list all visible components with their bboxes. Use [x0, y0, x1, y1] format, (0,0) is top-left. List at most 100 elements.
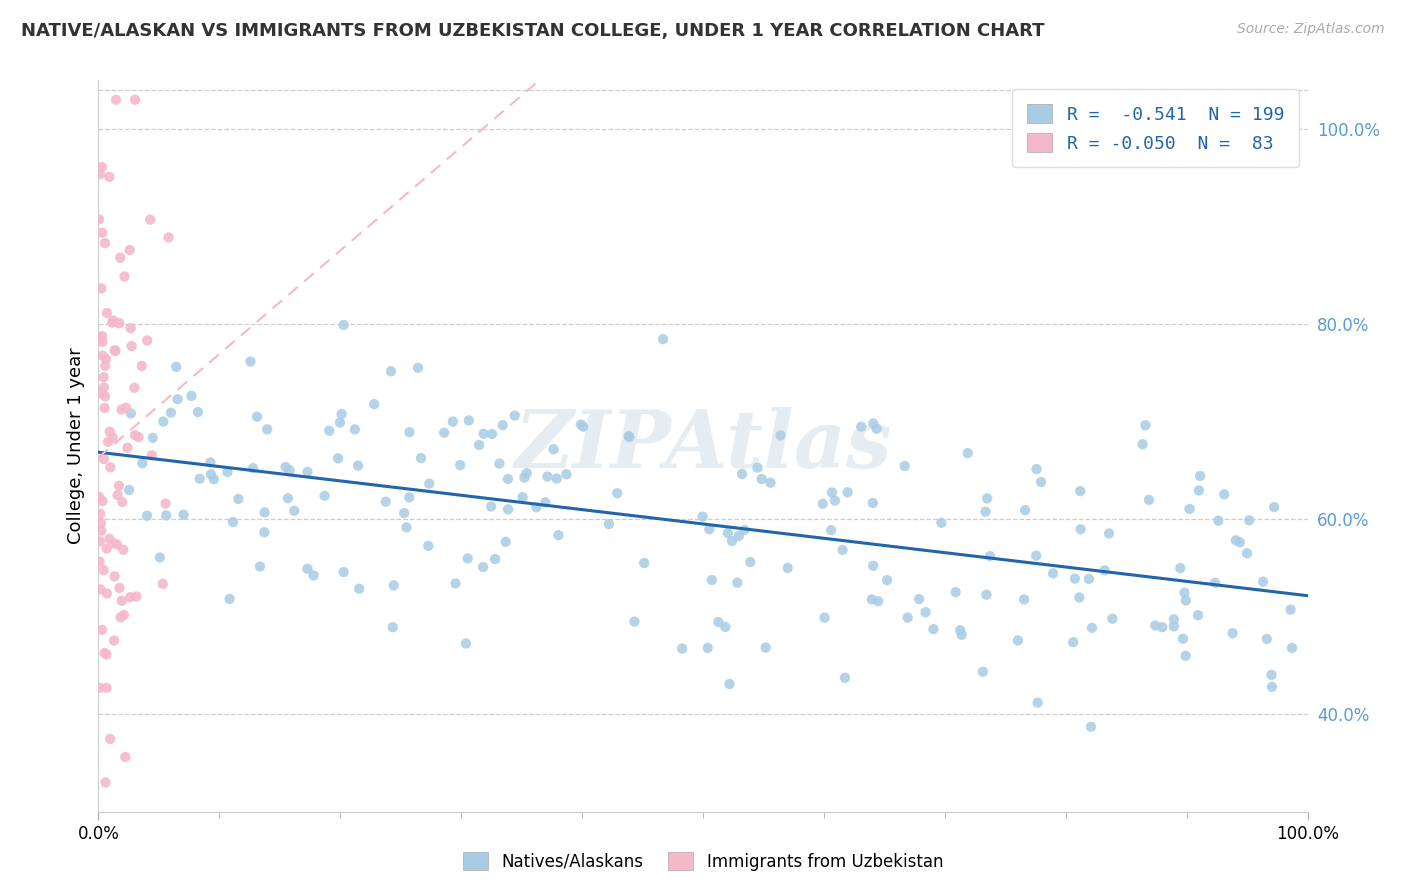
Point — [91, 226, 114, 240]
Point — [343, 422, 366, 436]
Point — [1094, 563, 1116, 577]
Point — [1062, 635, 1084, 649]
Point — [90, 160, 112, 174]
Point — [409, 451, 432, 466]
Point — [89, 681, 111, 695]
Point — [914, 605, 936, 619]
Point — [253, 505, 276, 519]
Point — [1029, 475, 1052, 489]
Point — [103, 313, 125, 327]
Point — [457, 551, 479, 566]
Point — [111, 495, 134, 509]
Point — [398, 491, 420, 505]
Point — [283, 504, 305, 518]
Point — [454, 636, 477, 650]
Point — [1260, 668, 1282, 682]
Point — [90, 281, 112, 295]
Point — [103, 569, 125, 583]
Point — [96, 681, 118, 695]
Point — [1081, 621, 1104, 635]
Point — [1174, 648, 1197, 663]
Point — [332, 318, 354, 332]
Point — [100, 460, 122, 475]
Point — [98, 425, 121, 439]
Point — [124, 381, 146, 395]
Point — [89, 507, 111, 521]
Point — [115, 401, 138, 415]
Point — [949, 624, 972, 638]
Point — [101, 431, 124, 445]
Point — [479, 500, 502, 514]
Point — [382, 578, 405, 592]
Point — [1077, 572, 1099, 586]
Point — [103, 536, 125, 550]
Point — [728, 529, 751, 543]
Point — [717, 526, 740, 541]
Point — [96, 306, 118, 320]
Point — [89, 167, 111, 181]
Point — [91, 329, 114, 343]
Point — [908, 592, 931, 607]
Point — [1152, 620, 1174, 634]
Point — [93, 380, 115, 394]
Point — [747, 460, 769, 475]
Point — [93, 646, 115, 660]
Point — [1263, 500, 1285, 514]
Point — [149, 550, 172, 565]
Point — [121, 339, 143, 353]
Point — [395, 520, 418, 534]
Point — [979, 549, 1001, 563]
Point — [392, 506, 415, 520]
Point — [155, 508, 177, 523]
Point — [472, 426, 495, 441]
Point — [931, 516, 953, 530]
Point — [180, 389, 202, 403]
Point — [441, 415, 464, 429]
Point — [725, 575, 748, 590]
Point — [278, 463, 301, 477]
Point — [1163, 619, 1185, 633]
Point — [118, 243, 141, 257]
Point — [731, 467, 754, 481]
Point — [472, 560, 495, 574]
Point — [124, 93, 146, 107]
Text: ZIPAtlas: ZIPAtlas — [515, 408, 891, 484]
Point — [633, 556, 655, 570]
Point — [187, 405, 209, 419]
Point — [87, 212, 110, 227]
Point — [769, 428, 792, 442]
Point — [617, 429, 640, 443]
Point — [733, 523, 755, 537]
Point — [108, 479, 131, 493]
Point — [1213, 487, 1236, 501]
Point — [96, 586, 118, 600]
Point — [347, 458, 370, 473]
Text: Source: ZipAtlas.com: Source: ZipAtlas.com — [1237, 22, 1385, 37]
Point — [831, 542, 853, 557]
Point — [332, 565, 354, 579]
Point — [945, 585, 967, 599]
Point — [707, 615, 730, 629]
Point — [139, 212, 162, 227]
Point — [94, 359, 117, 373]
Point — [876, 573, 898, 587]
Point — [256, 422, 278, 436]
Point — [1229, 535, 1251, 549]
Point — [274, 459, 297, 474]
Point — [202, 472, 225, 486]
Point — [118, 483, 141, 497]
Point — [1174, 593, 1197, 607]
Point — [107, 488, 129, 502]
Point — [1101, 612, 1123, 626]
Point — [93, 401, 115, 415]
Point — [547, 528, 569, 542]
Point — [200, 467, 222, 482]
Point — [91, 494, 114, 508]
Point — [160, 406, 183, 420]
Point — [253, 525, 276, 540]
Point — [302, 568, 325, 582]
Point — [105, 537, 128, 551]
Point — [1237, 513, 1260, 527]
Point — [512, 490, 534, 504]
Point — [488, 457, 510, 471]
